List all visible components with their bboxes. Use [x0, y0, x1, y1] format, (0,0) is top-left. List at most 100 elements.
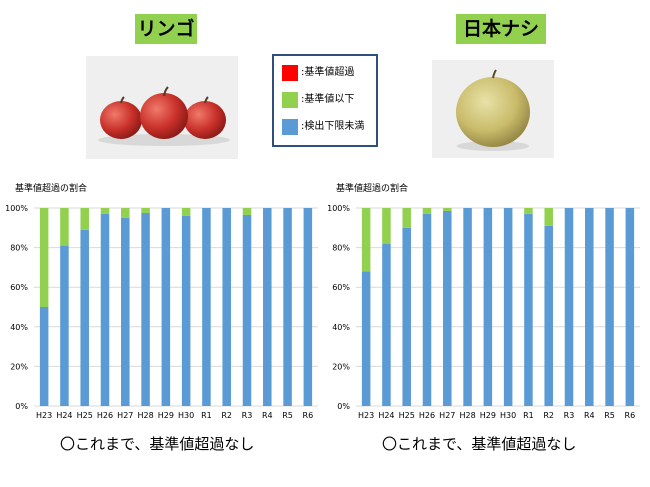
- legend-item-below: :基準値以下: [282, 91, 354, 109]
- apple-bar-H23-series1: [39, 208, 49, 307]
- pear-bar-R4-series0: [585, 208, 594, 406]
- apple-bar-H27-series0: [121, 217, 130, 406]
- pear-bar-H30-series0: [503, 208, 513, 406]
- pear-photo: [432, 60, 554, 158]
- pear-bar-H24-series0: [382, 243, 391, 406]
- apple-chart-label: 基準値超過の割合: [15, 184, 88, 194]
- pear-bar-R5-series0: [605, 208, 614, 406]
- pear-bar-H27-series1: [443, 208, 452, 211]
- apple-bar-R2-series0: [222, 208, 231, 406]
- apple-x-tick-label: H24: [56, 411, 72, 420]
- pear-x-tick-label: H30: [500, 411, 516, 420]
- apple-x-tick-label: R1: [201, 411, 212, 420]
- apple-bar-H25-series1: [80, 208, 89, 230]
- pear-bar-H23-series0: [361, 271, 371, 406]
- pear-bar-H26-series0: [422, 213, 432, 406]
- legend-item-exceed: :基準値超過: [282, 64, 354, 82]
- apple-bar-H27-series1: [121, 208, 130, 218]
- apple-bar-H23-series0: [39, 307, 49, 406]
- apple-bar-H29-series0: [161, 208, 171, 406]
- apple-illustration: [98, 86, 230, 146]
- pear-bar-H25-series0: [402, 227, 411, 406]
- pear-x-tick-label: R1: [523, 411, 534, 420]
- apple-x-tick-label: R2: [221, 411, 232, 420]
- apple-caption: 〇これまで、基準値超過なし: [60, 435, 255, 453]
- pear-y-tick-label: 40%: [332, 323, 350, 332]
- pear-y-tick-label: 100%: [327, 204, 350, 213]
- apple-x-tick-label: H29: [158, 411, 174, 420]
- pear-bar-H28-series0: [463, 208, 472, 406]
- apple-bar-H28-series1: [141, 208, 150, 213]
- legend-label-undetected: :検出下限未満: [301, 121, 365, 132]
- pear-bar-R1-series0: [524, 213, 533, 406]
- pear-bar-chart: 0% 20% 40% 60% 80% 100% H23 H24 H25 H26 H27 H28 H29 H…: [327, 204, 640, 420]
- pear-bar-H27-series0: [443, 210, 452, 406]
- apple-y-tick-label: 20%: [10, 362, 28, 371]
- apple-x-tick-label: H26: [97, 411, 113, 420]
- apple-x-tick-label: R5: [282, 411, 293, 420]
- legend-label-below: :基準値以下: [301, 94, 355, 105]
- apple-bar-H26-series0: [100, 213, 110, 406]
- pear-bar-H25-series1: [402, 208, 411, 228]
- pear-bar-H24-series1: [382, 208, 391, 244]
- apple-bar-R5-series0: [283, 208, 292, 406]
- apple-x-tick-label: H28: [137, 411, 153, 420]
- pear-title: 日本ナシ: [456, 14, 546, 44]
- apple-bar-H25-series0: [80, 229, 89, 406]
- pear-bar-R6-series0: [625, 208, 635, 406]
- apple-y-tick-label: 60%: [10, 283, 28, 292]
- pear-x-tick-label: H28: [459, 411, 475, 420]
- apple-bar-chart: 0% 20% 40% 60% 80% 100% H23 H24 H25 H26 H27 H28 H29 H…: [5, 204, 318, 420]
- pear-x-tick-label: H25: [399, 411, 415, 420]
- pear-bar-R2-series1: [544, 208, 553, 226]
- apple-bar-H26-series1: [100, 208, 110, 214]
- pear-y-tick-label: 80%: [332, 244, 350, 253]
- pear-x-tick-label: H24: [378, 411, 394, 420]
- apple-y-tick-label: 80%: [10, 244, 28, 253]
- pear-x-tick-label: H26: [419, 411, 435, 420]
- pear-caption: 〇これまで、基準値超過なし: [382, 435, 577, 453]
- apple-bar-R3-series0: [242, 214, 252, 406]
- apple-x-tick-label: R6: [303, 411, 314, 420]
- apple-y-tick-label: 40%: [10, 323, 28, 332]
- apple-y-tick-label: 100%: [5, 204, 28, 213]
- pear-x-tick-label: R3: [564, 411, 575, 420]
- pear-y-tick-label: 60%: [332, 283, 350, 292]
- apple-bar-R4-series0: [263, 208, 272, 406]
- apple-bar-R1-series0: [202, 208, 211, 406]
- apple-title: リンゴ: [135, 14, 197, 44]
- apple-x-tick-label: H23: [36, 411, 52, 420]
- pear-x-tick-label: H29: [480, 411, 496, 420]
- apple-bar-R6-series0: [303, 208, 313, 406]
- pear-x-tick-label: R6: [625, 411, 636, 420]
- legend-label-exceed: :基準値超過: [301, 67, 355, 78]
- apple-bar-H30-series1: [181, 208, 191, 216]
- pear-x-tick-label: H27: [439, 411, 455, 420]
- apple-bar-H30-series0: [181, 215, 191, 406]
- chart-legend: :基準値超過 :基準値以下 :検出下限未満: [272, 54, 378, 147]
- apple-bar-H24-series0: [60, 245, 69, 406]
- apple-x-tick-label: H30: [178, 411, 194, 420]
- apple-x-tick-label: R3: [242, 411, 253, 420]
- pear-bar-R3-series0: [564, 208, 574, 406]
- apple-x-tick-label: H25: [77, 411, 93, 420]
- apple-y-tick-label: 0%: [15, 402, 28, 411]
- pear-x-tick-label: H23: [358, 411, 374, 420]
- apple-bar-H28-series0: [141, 212, 150, 406]
- legend-item-undetected: :検出下限未満: [282, 118, 364, 136]
- apple-x-tick-label: H27: [117, 411, 133, 420]
- pear-bar-R2-series0: [544, 225, 553, 406]
- pear-illustration: [456, 69, 530, 151]
- apple-photo: [86, 56, 238, 159]
- pear-x-tick-label: R5: [604, 411, 615, 420]
- pear-y-tick-label: 0%: [337, 402, 350, 411]
- pear-bar-R1-series1: [524, 208, 533, 214]
- pear-chart-label: 基準値超過の割合: [336, 184, 409, 194]
- apple-bar-H24-series1: [60, 208, 69, 246]
- pear-x-tick-label: R2: [543, 411, 554, 420]
- apple-x-tick-label: R4: [262, 411, 273, 420]
- pear-bar-H23-series1: [361, 208, 371, 272]
- pear-x-tick-label: R4: [584, 411, 595, 420]
- apple-bar-R3-series1: [242, 208, 252, 215]
- pear-y-tick-label: 20%: [332, 362, 350, 371]
